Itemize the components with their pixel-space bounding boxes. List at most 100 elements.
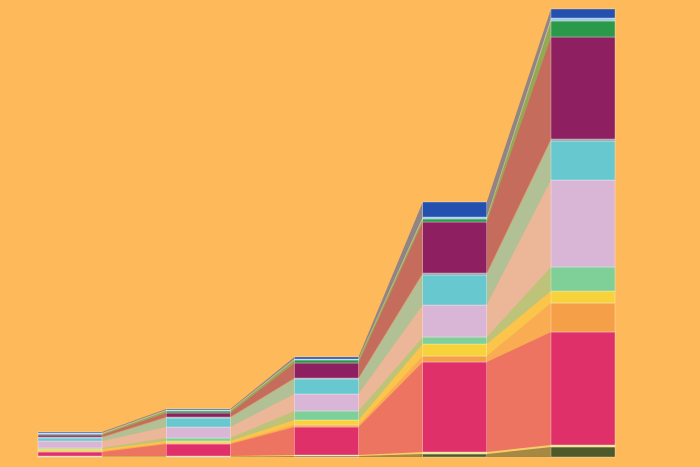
bar-segment xyxy=(166,443,231,457)
flow xyxy=(102,441,167,451)
flow xyxy=(230,427,295,456)
flow xyxy=(358,217,423,360)
bar-segment xyxy=(294,378,359,395)
flow xyxy=(230,455,295,457)
flow xyxy=(102,456,167,457)
flow xyxy=(358,362,423,455)
flow xyxy=(486,291,551,356)
bar-segment xyxy=(294,356,359,360)
bar-segment xyxy=(294,359,359,364)
flow xyxy=(230,379,295,427)
flow xyxy=(230,420,295,443)
flow xyxy=(486,21,551,222)
bar-segment xyxy=(37,431,103,434)
bar-segment xyxy=(294,393,359,412)
bar-segment xyxy=(422,216,487,220)
flow xyxy=(230,425,295,444)
bar-segment xyxy=(37,451,103,457)
flow xyxy=(230,456,295,457)
bar-segment xyxy=(166,426,231,439)
bar-segment xyxy=(294,426,359,456)
bar-segment xyxy=(422,304,487,338)
flow xyxy=(102,418,167,441)
bar-segment xyxy=(422,343,487,357)
flow xyxy=(486,332,551,452)
flow xyxy=(102,427,167,448)
bar-segment xyxy=(294,410,359,421)
flow xyxy=(486,267,551,344)
flow xyxy=(358,219,423,363)
bar-segment xyxy=(166,408,231,411)
bar-segment xyxy=(166,412,231,418)
flow xyxy=(230,357,295,410)
bar-segment xyxy=(550,36,616,140)
flow xyxy=(358,305,423,411)
bar-segment xyxy=(550,444,616,448)
bar-segment xyxy=(550,138,616,142)
flow xyxy=(102,409,167,433)
flow xyxy=(102,444,167,456)
flow xyxy=(102,413,167,437)
flow xyxy=(486,141,551,305)
bar-segment xyxy=(550,331,616,446)
bar-segment xyxy=(37,448,103,452)
flow xyxy=(102,456,167,457)
flow xyxy=(486,303,551,362)
bar-segment xyxy=(550,266,616,292)
bar-segment xyxy=(550,17,616,22)
bar-segment xyxy=(550,179,616,268)
bar-segment xyxy=(550,446,616,458)
flow xyxy=(358,344,423,425)
bar-segment xyxy=(550,290,616,304)
flow xyxy=(102,411,167,435)
flow xyxy=(358,356,423,427)
bar-segment xyxy=(166,437,231,442)
flow xyxy=(358,202,423,359)
bar-segment xyxy=(294,424,359,428)
bar-segment xyxy=(422,453,487,458)
flow xyxy=(486,9,551,217)
bar-segment xyxy=(37,440,103,449)
flow xyxy=(358,273,423,379)
bar-segment xyxy=(550,140,616,181)
bar-segment xyxy=(422,201,487,218)
bar-segment xyxy=(422,274,487,306)
flow xyxy=(230,363,295,417)
flow xyxy=(102,410,167,434)
flow xyxy=(230,411,295,441)
bar-segment xyxy=(422,221,487,274)
flow xyxy=(230,394,295,438)
flow xyxy=(486,139,551,275)
bar-segment xyxy=(166,417,231,428)
flow xyxy=(102,443,167,452)
bar-segment xyxy=(422,361,487,453)
flow xyxy=(358,454,423,457)
flow xyxy=(358,452,423,456)
flow xyxy=(358,222,423,378)
flow xyxy=(486,18,551,219)
flow xyxy=(358,275,423,394)
bar-segment xyxy=(422,272,487,276)
bar-segment xyxy=(550,302,616,333)
flow xyxy=(102,438,167,449)
flow xyxy=(230,359,295,411)
bar-segment xyxy=(550,8,616,19)
bar-segment xyxy=(422,355,487,363)
bar-segment xyxy=(166,440,231,444)
bar-segment xyxy=(550,20,616,38)
bar-segment xyxy=(422,451,487,455)
flow xyxy=(230,378,295,418)
flow xyxy=(102,417,167,438)
flow xyxy=(230,360,295,413)
flow xyxy=(486,180,551,337)
flow xyxy=(486,447,551,457)
bar-segment xyxy=(37,434,103,438)
flow xyxy=(486,445,551,454)
bar-segment xyxy=(166,410,231,414)
bar-segment xyxy=(422,336,487,345)
bar-segment xyxy=(294,419,359,426)
bar-segment xyxy=(422,218,487,223)
flow xyxy=(358,337,423,420)
